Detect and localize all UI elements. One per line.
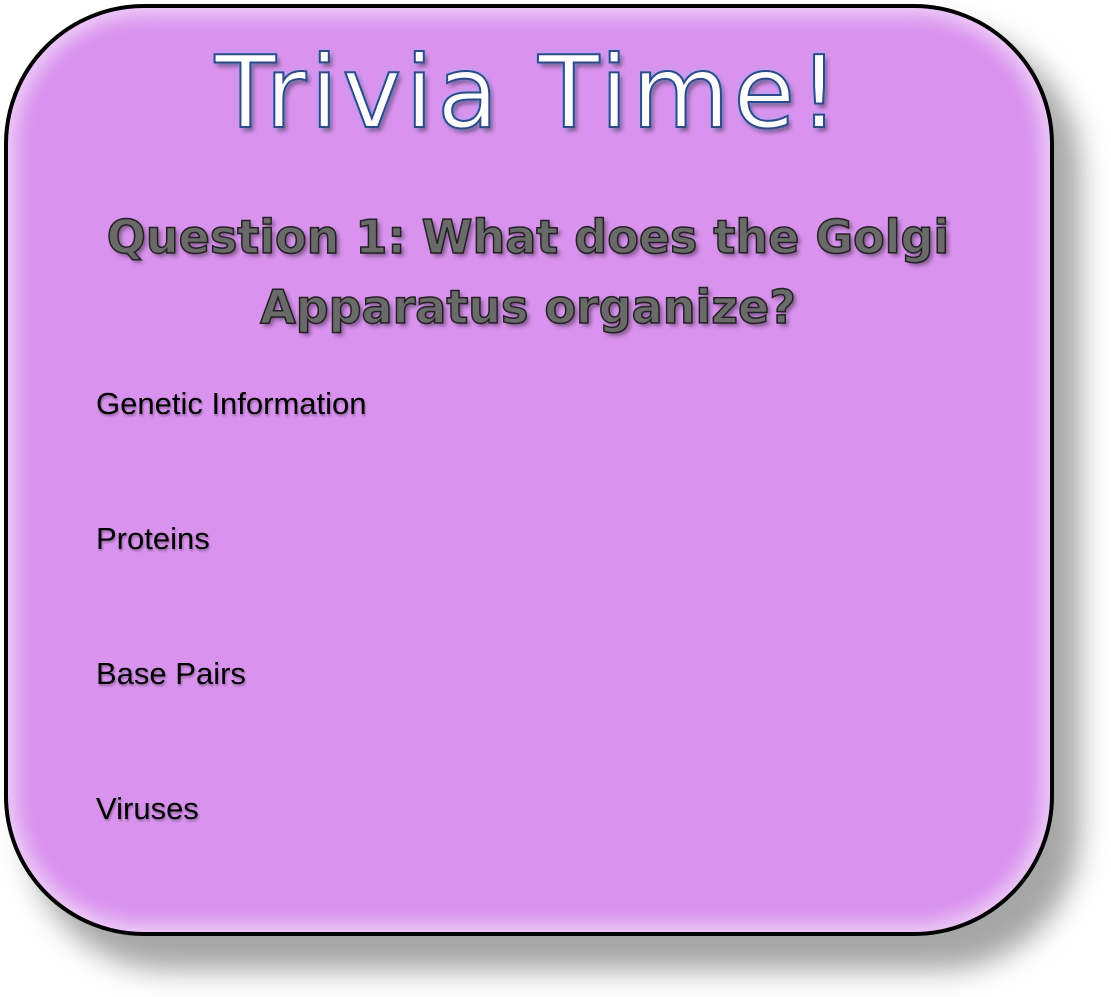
answer-option-3[interactable]: Base Pairs xyxy=(96,656,246,691)
answer-option-2[interactable]: Proteins xyxy=(96,521,210,556)
question-text: Question 1: What does the Golgi Apparatu… xyxy=(106,209,950,335)
trivia-card: Trivia Time! Question 1: What does the G… xyxy=(4,4,1054,936)
answer-option-4[interactable]: Viruses xyxy=(96,791,199,826)
slide-title: Trivia Time! xyxy=(214,33,844,152)
answer-option-1[interactable]: Genetic Information xyxy=(96,386,367,421)
answer-list: Genetic Information Proteins Base Pairs … xyxy=(96,384,367,924)
